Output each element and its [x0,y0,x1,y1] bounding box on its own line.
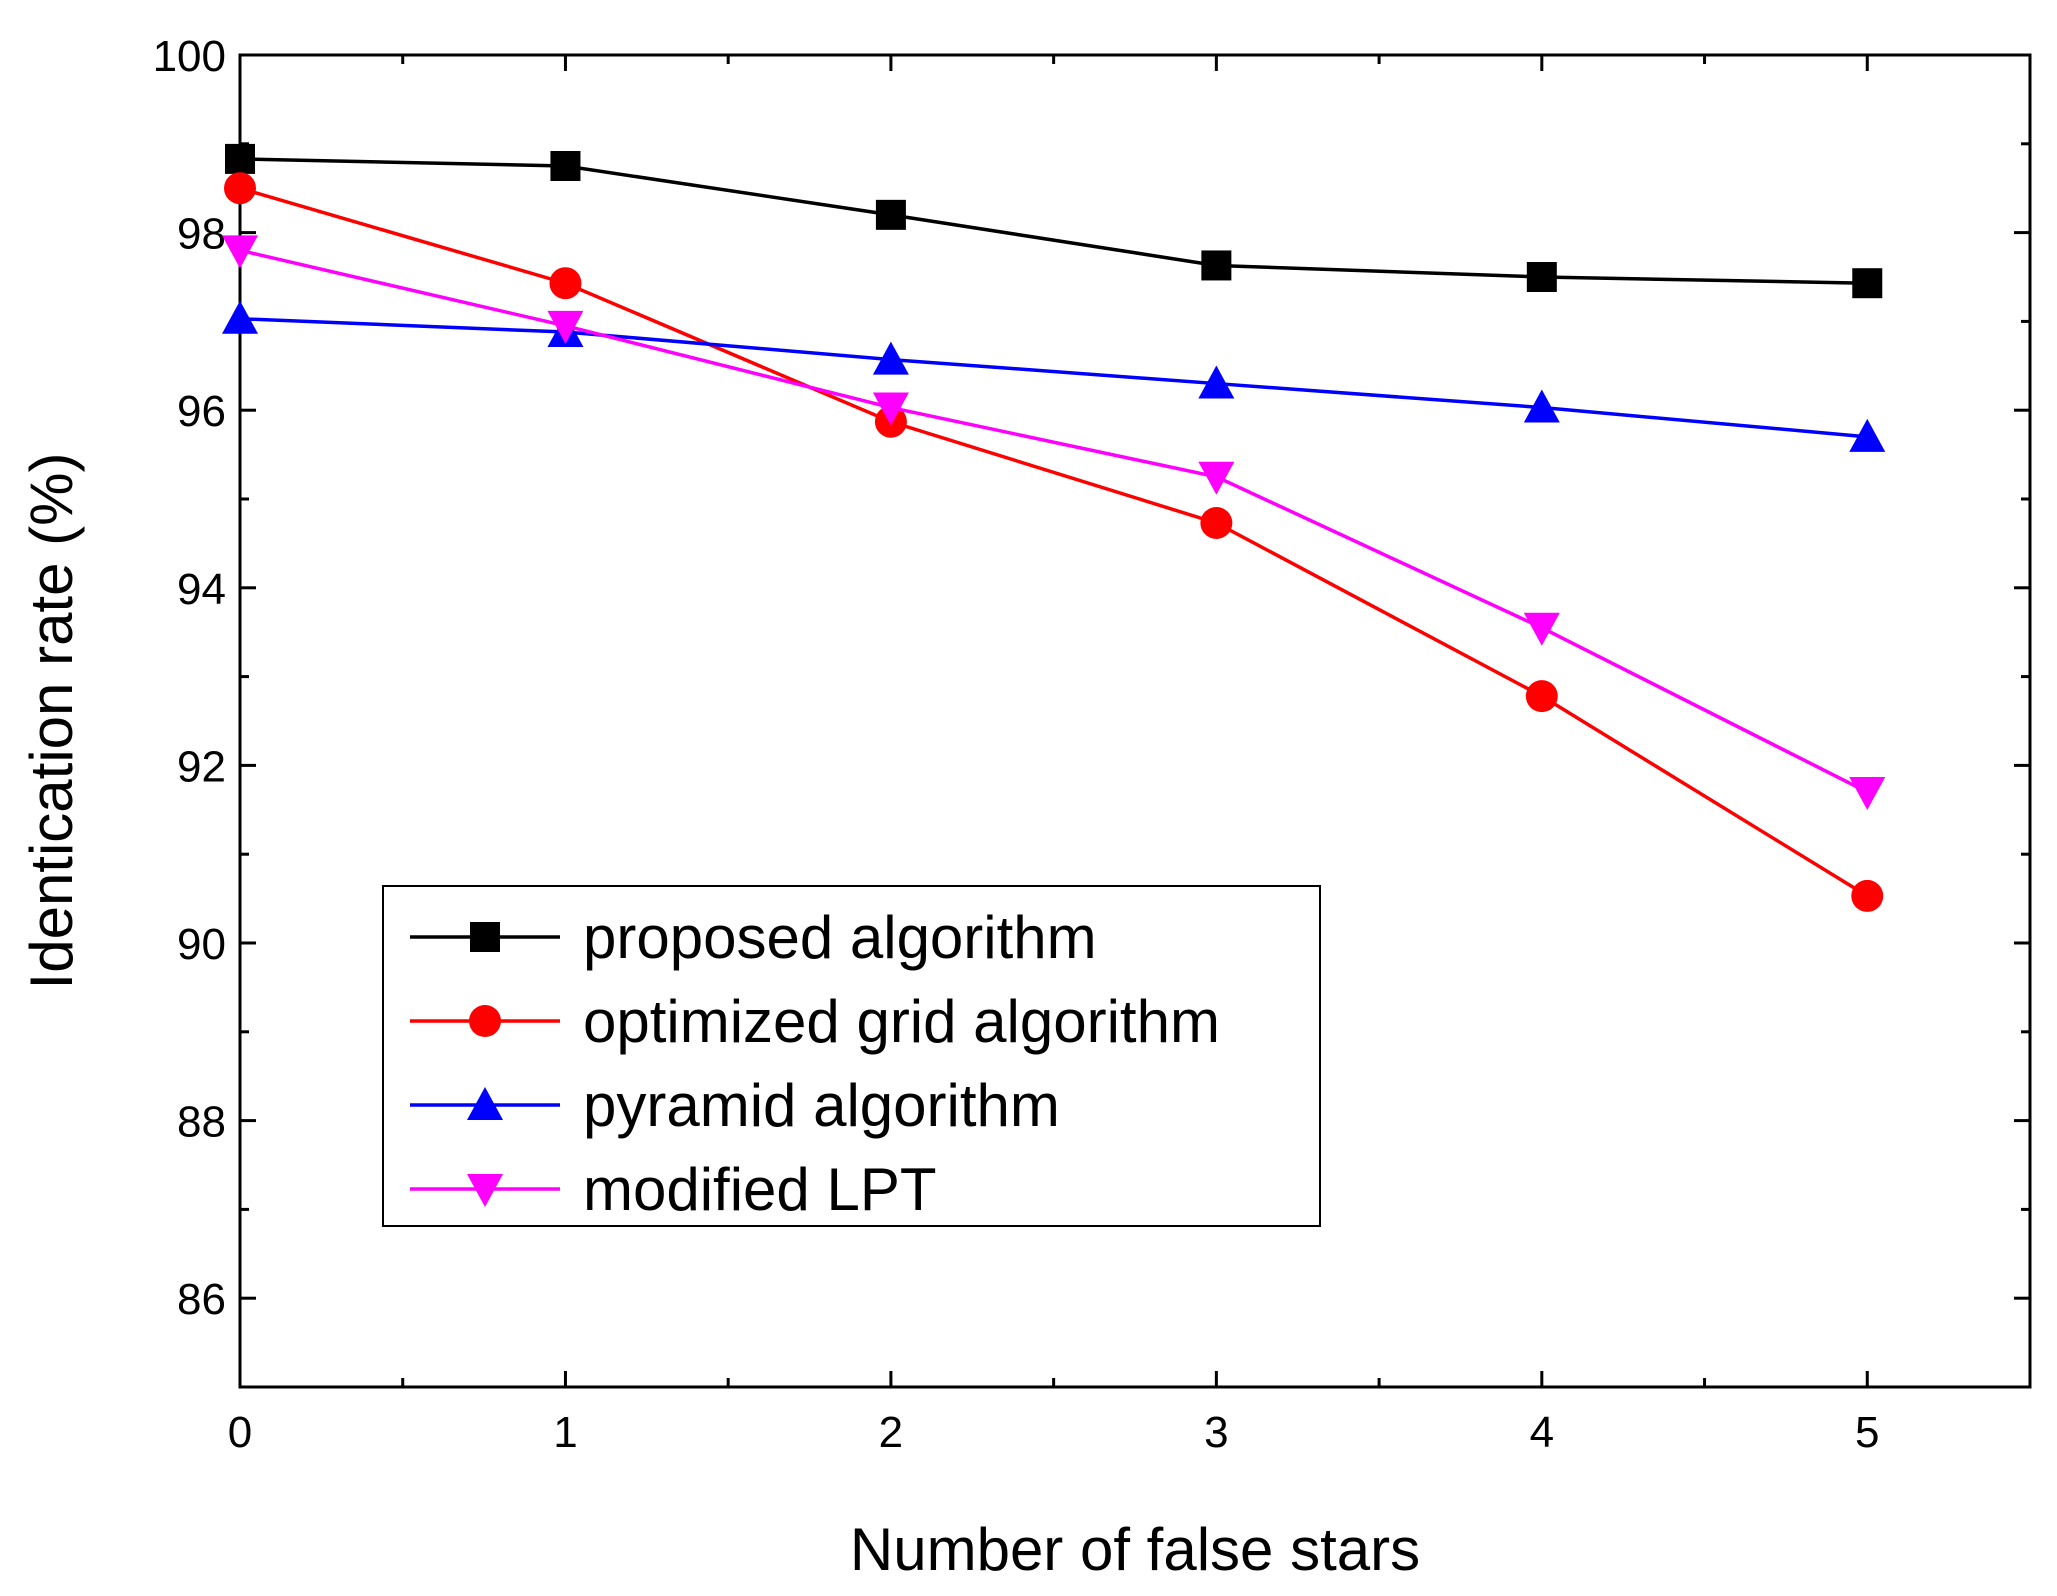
y-tick-label: 88 [177,1098,226,1147]
series-line [239,157,1868,285]
series-optimized-grid-algorithm [224,172,1884,912]
data-point [224,172,256,205]
data-point [1198,461,1235,495]
data-point [550,151,581,181]
legend-marker [467,1174,503,1207]
legend-item: proposed algorithm [410,904,1097,971]
legend-box [382,885,1321,1227]
series-line [239,186,1869,898]
data-point [222,235,258,269]
data-point [1851,879,1884,912]
series-modified-lpt [222,235,1886,811]
data-point [875,199,906,230]
legend-item: pyramid algorithm [410,1072,1060,1139]
y-tick-label: 98 [177,210,226,259]
data-point [872,341,909,375]
y-tick-label: 100 [153,32,226,81]
legend-label: pyramid algorithm [583,1072,1060,1139]
legend-label: optimized grid algorithm [583,988,1220,1055]
series-line [239,316,1868,439]
data-point [1852,268,1883,299]
data-point [549,267,582,300]
x-tick-label: 2 [879,1408,903,1457]
series-pyramid-algorithm [222,300,1886,452]
legend-label: modified LPT [583,1156,937,1223]
data-point [1523,612,1560,646]
x-axis-title: Number of false stars [850,1516,1420,1583]
y-axis-title: Identication rate (%) [18,453,85,990]
legend-item: optimized grid algorithm [410,988,1220,1055]
data-point [1200,506,1233,539]
y-tick-label: 94 [177,565,226,614]
legend-marker [469,1005,501,1037]
data-point [1526,262,1557,292]
data-point [1198,365,1235,399]
legend-label: proposed algorithm [583,904,1097,971]
x-tick-label: 4 [1530,1408,1554,1457]
x-tick-label: 0 [228,1408,252,1457]
x-tick-label: 3 [1204,1408,1228,1457]
data-point [1849,777,1886,811]
data-point [222,300,258,334]
data-point [1201,250,1232,281]
data-point [872,392,909,426]
data-point [225,143,255,174]
series-layer [222,143,1886,912]
legend-marker [467,1087,503,1120]
series-proposed-algorithm [225,143,1883,299]
data-point [1849,418,1886,452]
data-point [1525,680,1558,713]
plot-frame [238,53,2032,1389]
data-point [547,310,584,344]
y-tick-label: 96 [177,387,226,436]
y-tick-label: 86 [177,1275,226,1324]
data-point [1523,389,1560,423]
series-line [239,248,1869,794]
x-tick-label: 1 [553,1408,577,1457]
legend-marker [470,922,500,952]
x-tick-label: 5 [1855,1408,1879,1457]
axes-layer: 0 1 2 3 4 5 86 88 90 92 94 96 98 100 [153,32,2032,1457]
legend: proposed algorithm optimized grid algorit… [382,885,1321,1227]
legend-item: modified LPT [410,1156,937,1223]
y-tick-label: 90 [177,920,226,969]
y-tick-label: 92 [177,742,226,791]
